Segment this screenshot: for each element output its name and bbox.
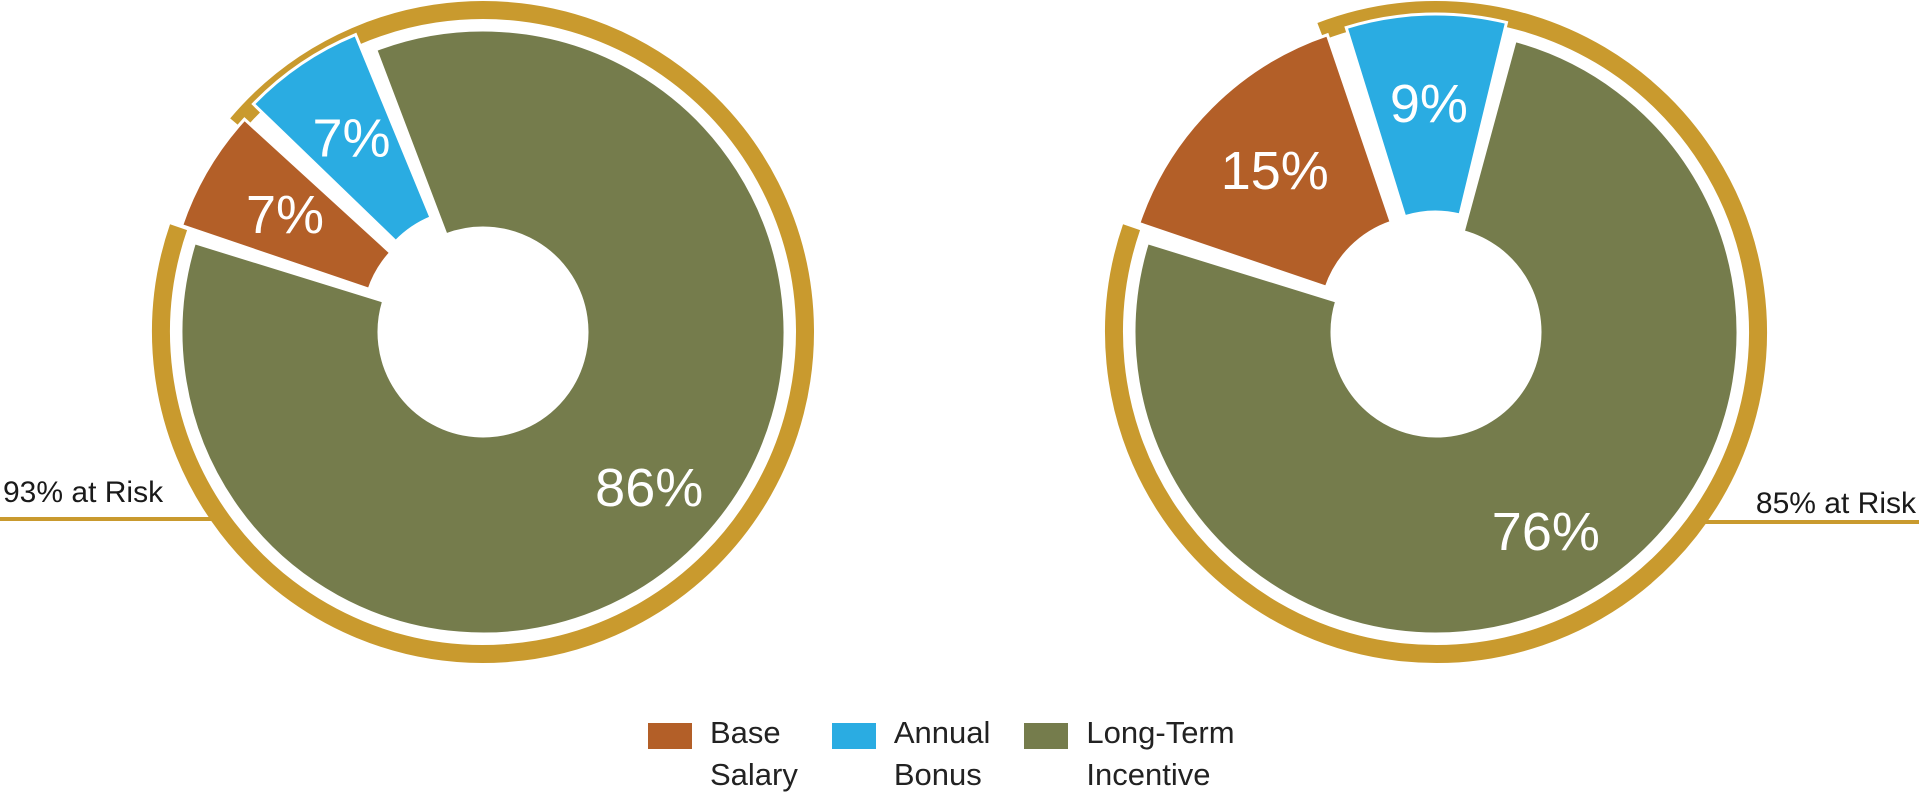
at-risk-arc-right — [1105, 1, 1767, 663]
legend-item-annual-bonus: Annual Bonus — [831, 712, 991, 796]
at-risk-label-right: 85% at Risk — [1756, 487, 1917, 520]
slice-label-long-term-incentive-left: 86% — [595, 458, 703, 518]
slice-label-annual-bonus-right: 9% — [1390, 74, 1468, 134]
at-risk-label-left: 93% at Risk — [3, 476, 164, 509]
donut-chart-left: 7% 7% 86% 93% at Risk — [0, 1, 814, 663]
slice-base-salary-right — [1136, 32, 1394, 290]
slice-label-annual-bonus-left: 7% — [312, 108, 390, 168]
slice-base-salary-left — [179, 117, 393, 292]
legend-label-annual-bonus: Annual Bonus — [893, 715, 991, 792]
legend-swatch-base-salary — [648, 723, 692, 749]
slice-label-base-salary-left: 7% — [246, 185, 324, 245]
legend-label-long-term-incentive: Long-Term Incentive — [1086, 715, 1235, 792]
slice-label-base-salary-right: 15% — [1221, 141, 1329, 201]
legend-label-base-salary: Base Salary — [710, 715, 798, 792]
legend: Base Salary Annual Bonus Long-Term Incen… — [648, 712, 1235, 796]
slice-long-term-incentive-right — [1132, 38, 1740, 636]
legend-swatch-annual-bonus — [831, 723, 876, 749]
at-risk-arc-left — [152, 1, 814, 663]
slice-long-term-incentive-left — [179, 28, 787, 636]
slice-label-long-term-incentive-right: 76% — [1492, 502, 1600, 562]
legend-item-base-salary: Base Salary — [648, 712, 798, 796]
legend-item-long-term-incentive: Long-Term Incentive — [1024, 712, 1235, 796]
legend-swatch-long-term-incentive — [1024, 723, 1069, 749]
donut-chart-right: 15% 9% 76% 85% at Risk — [1105, 1, 1919, 663]
slice-annual-bonus-right — [1344, 12, 1509, 219]
slice-annual-bonus-left — [251, 32, 433, 244]
